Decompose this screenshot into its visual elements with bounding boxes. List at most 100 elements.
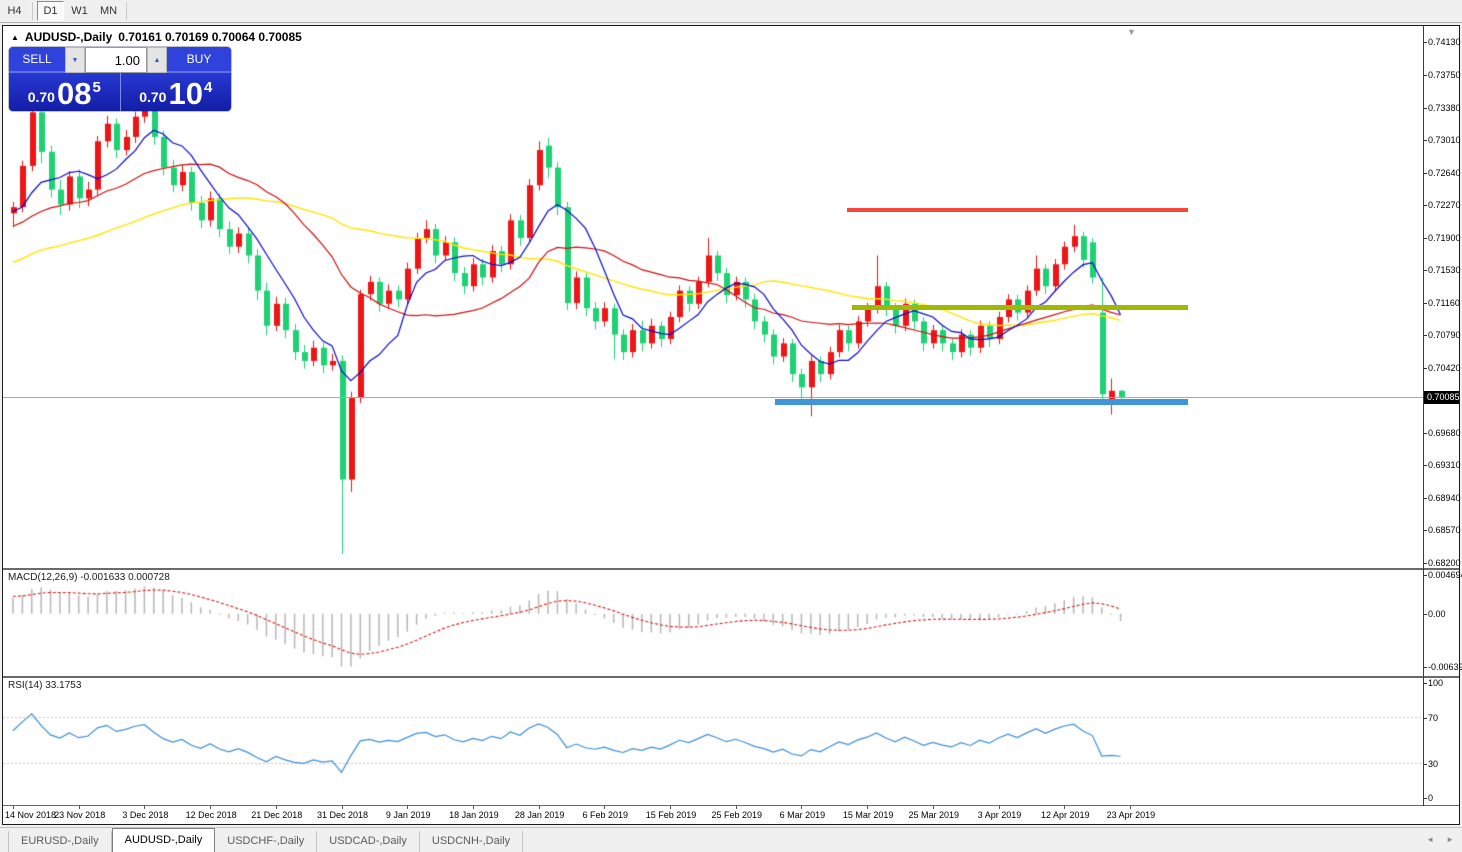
tick-mark bbox=[1424, 764, 1427, 765]
date-label: 18 Jan 2019 bbox=[449, 810, 499, 820]
rsi-tick-label: 100 bbox=[1428, 678, 1444, 688]
tf-button-w1[interactable]: W1 bbox=[66, 1, 93, 21]
toolbar-separator bbox=[126, 2, 127, 20]
rsi-tick-label: 0 bbox=[1428, 793, 1434, 803]
rsi-canvas[interactable] bbox=[3, 678, 1423, 805]
price-tick-label: 0.73750 bbox=[1428, 70, 1461, 80]
date-tick-mark bbox=[276, 806, 277, 809]
date-label: 31 Dec 2018 bbox=[316, 810, 369, 820]
price-tick-label: 0.71900 bbox=[1428, 233, 1461, 243]
macd-tick-label: -0.00639 bbox=[1428, 662, 1462, 672]
tf-button-mn[interactable]: MN bbox=[95, 1, 122, 21]
date-label: 6 Feb 2019 bbox=[582, 810, 629, 820]
tf-button-h4[interactable]: H4 bbox=[1, 1, 28, 21]
date-tick-mark bbox=[539, 806, 540, 809]
buy-button[interactable]: BUY bbox=[167, 47, 231, 73]
resistance-line-red[interactable] bbox=[847, 207, 1188, 212]
tick-mark bbox=[1424, 798, 1427, 799]
date-label: 12 Dec 2018 bbox=[185, 810, 237, 820]
macd-pane-separator[interactable] bbox=[3, 568, 1459, 570]
current-price-tag: 0.70085 bbox=[1424, 391, 1460, 405]
sell-price-button[interactable]: 0.70 08 5 bbox=[9, 73, 120, 111]
price-tick-label: 0.69680 bbox=[1428, 428, 1461, 438]
date-label: 28 Jan 2019 bbox=[514, 810, 565, 820]
tick-mark bbox=[1424, 683, 1427, 684]
date-label: 15 Mar 2019 bbox=[842, 810, 894, 820]
chart-shift-marker-icon[interactable]: ▼ bbox=[1127, 27, 1136, 37]
symbol-timeframe-label: AUDUSD-,Daily bbox=[24, 30, 113, 44]
tick-mark bbox=[1424, 75, 1427, 76]
sell-price-big: 08 bbox=[56, 76, 92, 111]
tick-mark bbox=[1424, 270, 1427, 271]
one-click-trade-panel: SELL ▼ ▲ BUY 0.70 08 5 0.70 10 4 bbox=[9, 47, 231, 111]
tick-mark bbox=[1424, 563, 1427, 564]
sell-price-frac: 0.70 bbox=[27, 89, 55, 105]
price-tick-label: 0.74130 bbox=[1428, 37, 1461, 47]
tick-mark bbox=[1424, 42, 1427, 43]
volume-decrease-button[interactable]: ▼ bbox=[65, 47, 85, 73]
volume-input[interactable] bbox=[85, 47, 147, 73]
rsi-pane-separator[interactable] bbox=[3, 676, 1459, 678]
macd-canvas[interactable] bbox=[3, 570, 1423, 676]
macd-tick-label: 0.00 bbox=[1428, 609, 1446, 619]
chart-tab-bar: EURUSD-,Daily AUDUSD-,Daily USDCHF-,Dail… bbox=[0, 827, 1462, 852]
support-line-blue[interactable] bbox=[775, 399, 1188, 406]
date-axis[interactable]: 14 Nov 2018 23 Nov 2018 3 Dec 2018 12 Dec 2… bbox=[3, 806, 1459, 824]
current-price-line bbox=[3, 397, 1423, 399]
tick-mark bbox=[1424, 108, 1427, 109]
tab-usdchf-daily[interactable]: USDCHF-,Daily bbox=[215, 831, 318, 852]
pivot-line-olive[interactable] bbox=[852, 304, 1188, 310]
tf-button-d1[interactable]: D1 bbox=[37, 1, 64, 21]
rsi-indicator-label: RSI(14) 33.1753 bbox=[8, 680, 82, 691]
rsi-tick-label: 70 bbox=[1428, 713, 1439, 723]
tick-mark bbox=[1424, 667, 1427, 668]
date-label: 25 Mar 2019 bbox=[908, 810, 960, 820]
buy-price-big: 10 bbox=[168, 76, 203, 111]
date-tick-mark bbox=[670, 806, 671, 809]
chart-objects-layer bbox=[3, 26, 1423, 824]
date-tick-mark bbox=[79, 806, 80, 809]
price-axis-divider bbox=[1423, 26, 1424, 824]
date-tick-mark bbox=[933, 806, 934, 809]
tab-scroll-left-icon[interactable]: ◄ bbox=[1426, 835, 1435, 844]
tick-mark bbox=[1424, 433, 1427, 434]
sell-price-sup: 5 bbox=[92, 79, 101, 96]
date-tick-mark bbox=[342, 806, 343, 809]
tab-eurusd-daily[interactable]: EURUSD-,Daily bbox=[8, 831, 112, 852]
date-label: 6 Mar 2019 bbox=[779, 810, 826, 820]
price-axis[interactable]: 0.74130 0.73750 0.73380 0.73010 0.72640 0.722… bbox=[1424, 26, 1462, 824]
date-tick-mark bbox=[1130, 806, 1131, 809]
price-tick-label: 0.72640 bbox=[1428, 168, 1461, 178]
timeframe-toolbar: H4 D1 W1 MN bbox=[0, 0, 1462, 23]
date-tick-mark bbox=[1064, 806, 1065, 809]
buy-price-button[interactable]: 0.70 10 4 bbox=[121, 73, 232, 111]
date-tick-mark bbox=[867, 806, 868, 809]
volume-increase-button[interactable]: ▲ bbox=[147, 47, 167, 73]
main-chart-canvas[interactable] bbox=[3, 26, 1423, 568]
date-tick-mark bbox=[407, 806, 408, 809]
tick-mark bbox=[1424, 335, 1427, 336]
date-label: 25 Feb 2019 bbox=[711, 810, 762, 820]
panel-collapse-icon[interactable]: ▲ bbox=[11, 32, 19, 42]
price-tick-label: 0.68570 bbox=[1428, 525, 1461, 535]
tab-usdcnh-daily[interactable]: USDCNH-,Daily bbox=[420, 831, 524, 852]
price-tick-label: 0.73010 bbox=[1428, 135, 1461, 145]
tab-scroll-right-icon[interactable]: ► bbox=[1446, 835, 1454, 844]
price-tick-label: 0.73380 bbox=[1428, 103, 1461, 113]
date-label: 12 Apr 2019 bbox=[1040, 810, 1090, 820]
date-tick-mark bbox=[210, 806, 211, 809]
price-tick-label: 0.68200 bbox=[1428, 558, 1461, 568]
tick-mark bbox=[1424, 238, 1427, 239]
sell-button[interactable]: SELL bbox=[9, 47, 65, 73]
buy-price-frac: 0.70 bbox=[139, 89, 167, 105]
price-tick-label: 0.71530 bbox=[1428, 265, 1461, 275]
tab-usdcad-daily[interactable]: USDCAD-,Daily bbox=[317, 831, 420, 852]
macd-tick-label: 0.004694 bbox=[1428, 570, 1462, 580]
tick-mark bbox=[1424, 140, 1427, 141]
price-tick-label: 0.68940 bbox=[1428, 493, 1461, 503]
tick-mark bbox=[1424, 614, 1427, 615]
chart-title: ▲ AUDUSD-,Daily 0.70161 0.70169 0.70064 … bbox=[11, 30, 302, 44]
date-label: 15 Feb 2019 bbox=[645, 810, 697, 820]
date-tick-mark bbox=[473, 806, 474, 809]
tab-audusd-daily[interactable]: AUDUSD-,Daily bbox=[111, 828, 216, 852]
